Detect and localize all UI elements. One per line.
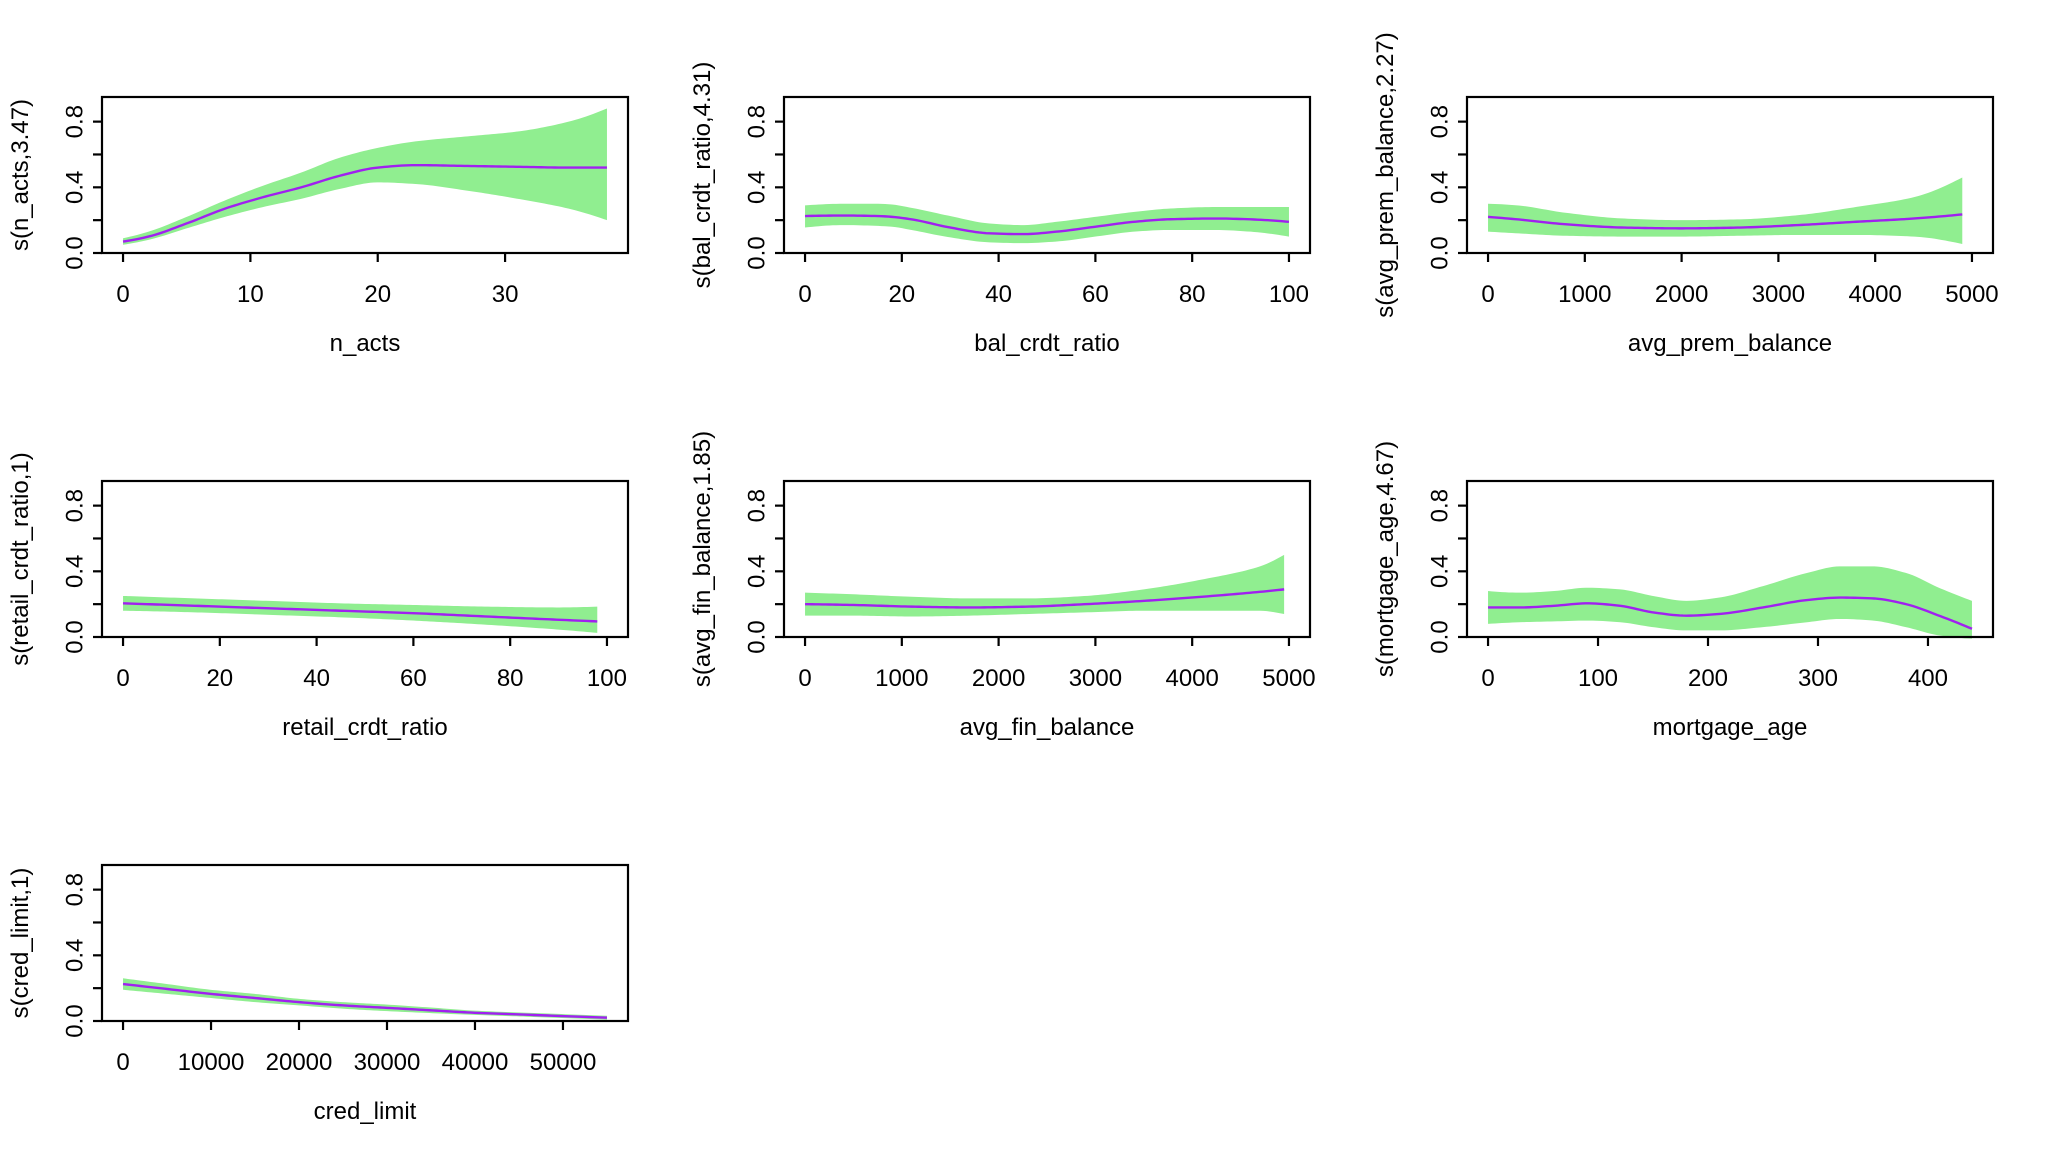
svg-text:0.8: 0.8 (61, 873, 88, 906)
svg-text:300: 300 (1798, 665, 1838, 692)
svg-text:0.4: 0.4 (61, 171, 88, 204)
svg-text:1000: 1000 (875, 665, 928, 692)
svg-text:0.8: 0.8 (1426, 105, 1453, 138)
svg-text:s(avg_fin_balance,1.85): s(avg_fin_balance,1.85) (689, 431, 716, 687)
svg-text:1000: 1000 (1558, 281, 1611, 308)
svg-text:2000: 2000 (1655, 281, 1708, 308)
svg-text:50000: 50000 (530, 1049, 597, 1076)
svg-text:20: 20 (364, 281, 391, 308)
svg-text:20000: 20000 (266, 1049, 333, 1076)
svg-text:80: 80 (497, 665, 524, 692)
svg-text:100: 100 (1269, 281, 1309, 308)
svg-text:40: 40 (303, 665, 330, 692)
svg-text:s(retail_crdt_ratio,1): s(retail_crdt_ratio,1) (7, 452, 34, 665)
svg-text:60: 60 (400, 665, 427, 692)
svg-text:2000: 2000 (972, 665, 1025, 692)
svg-text:0.0: 0.0 (61, 236, 88, 269)
svg-text:0.4: 0.4 (744, 555, 771, 588)
svg-text:0: 0 (799, 665, 812, 692)
svg-text:5000: 5000 (1945, 281, 1998, 308)
svg-text:s(avg_prem_balance,2.27): s(avg_prem_balance,2.27) (1372, 32, 1399, 318)
svg-text:0.4: 0.4 (61, 555, 88, 588)
svg-text:40000: 40000 (442, 1049, 509, 1076)
svg-text:0.4: 0.4 (744, 171, 771, 204)
svg-text:100: 100 (587, 665, 627, 692)
svg-text:20: 20 (206, 665, 233, 692)
svg-text:100: 100 (1578, 665, 1618, 692)
svg-text:cred_limit: cred_limit (314, 1098, 417, 1125)
svg-text:4000: 4000 (1166, 665, 1219, 692)
svg-text:0.0: 0.0 (61, 620, 88, 653)
svg-text:0.0: 0.0 (61, 1004, 88, 1037)
svg-text:n_acts: n_acts (330, 330, 401, 357)
svg-text:0.0: 0.0 (744, 236, 771, 269)
svg-text:0.4: 0.4 (61, 939, 88, 972)
svg-text:0.8: 0.8 (61, 489, 88, 522)
svg-text:80: 80 (1179, 281, 1206, 308)
svg-text:s(bal_crdt_ratio,4.31): s(bal_crdt_ratio,4.31) (689, 62, 716, 289)
svg-text:20: 20 (889, 281, 916, 308)
svg-text:0.0: 0.0 (1426, 620, 1453, 653)
svg-text:0.8: 0.8 (61, 105, 88, 138)
svg-text:10000: 10000 (178, 1049, 245, 1076)
svg-text:avg_prem_balance: avg_prem_balance (1628, 330, 1832, 357)
svg-text:30000: 30000 (354, 1049, 421, 1076)
svg-text:0.4: 0.4 (1426, 171, 1453, 204)
svg-text:60: 60 (1082, 281, 1109, 308)
svg-text:s(n_acts,3.47): s(n_acts,3.47) (7, 99, 34, 251)
svg-text:0: 0 (1481, 665, 1494, 692)
svg-text:0: 0 (1481, 281, 1494, 308)
svg-text:s(cred_limit,1): s(cred_limit,1) (7, 868, 34, 1019)
svg-text:s(mortgage_age,4.67): s(mortgage_age,4.67) (1372, 441, 1399, 677)
svg-text:0.8: 0.8 (1426, 489, 1453, 522)
svg-text:avg_fin_balance: avg_fin_balance (960, 714, 1135, 741)
svg-text:10: 10 (237, 281, 264, 308)
svg-text:0: 0 (116, 1049, 129, 1076)
svg-text:0.8: 0.8 (744, 489, 771, 522)
svg-text:3000: 3000 (1751, 281, 1804, 308)
svg-text:5000: 5000 (1263, 665, 1316, 692)
svg-text:bal_crdt_ratio: bal_crdt_ratio (975, 330, 1120, 357)
svg-text:retail_crdt_ratio: retail_crdt_ratio (282, 714, 447, 741)
svg-text:0.0: 0.0 (1426, 236, 1453, 269)
svg-text:mortgage_age: mortgage_age (1652, 714, 1807, 741)
svg-text:0: 0 (116, 281, 129, 308)
svg-text:0.4: 0.4 (1426, 555, 1453, 588)
svg-text:0.0: 0.0 (744, 620, 771, 653)
svg-text:30: 30 (492, 281, 519, 308)
svg-text:200: 200 (1688, 665, 1728, 692)
svg-text:400: 400 (1908, 665, 1948, 692)
svg-text:3000: 3000 (1069, 665, 1122, 692)
svg-text:4000: 4000 (1848, 281, 1901, 308)
svg-text:0: 0 (799, 281, 812, 308)
svg-text:0: 0 (116, 665, 129, 692)
svg-text:0.8: 0.8 (744, 105, 771, 138)
svg-text:40: 40 (986, 281, 1013, 308)
